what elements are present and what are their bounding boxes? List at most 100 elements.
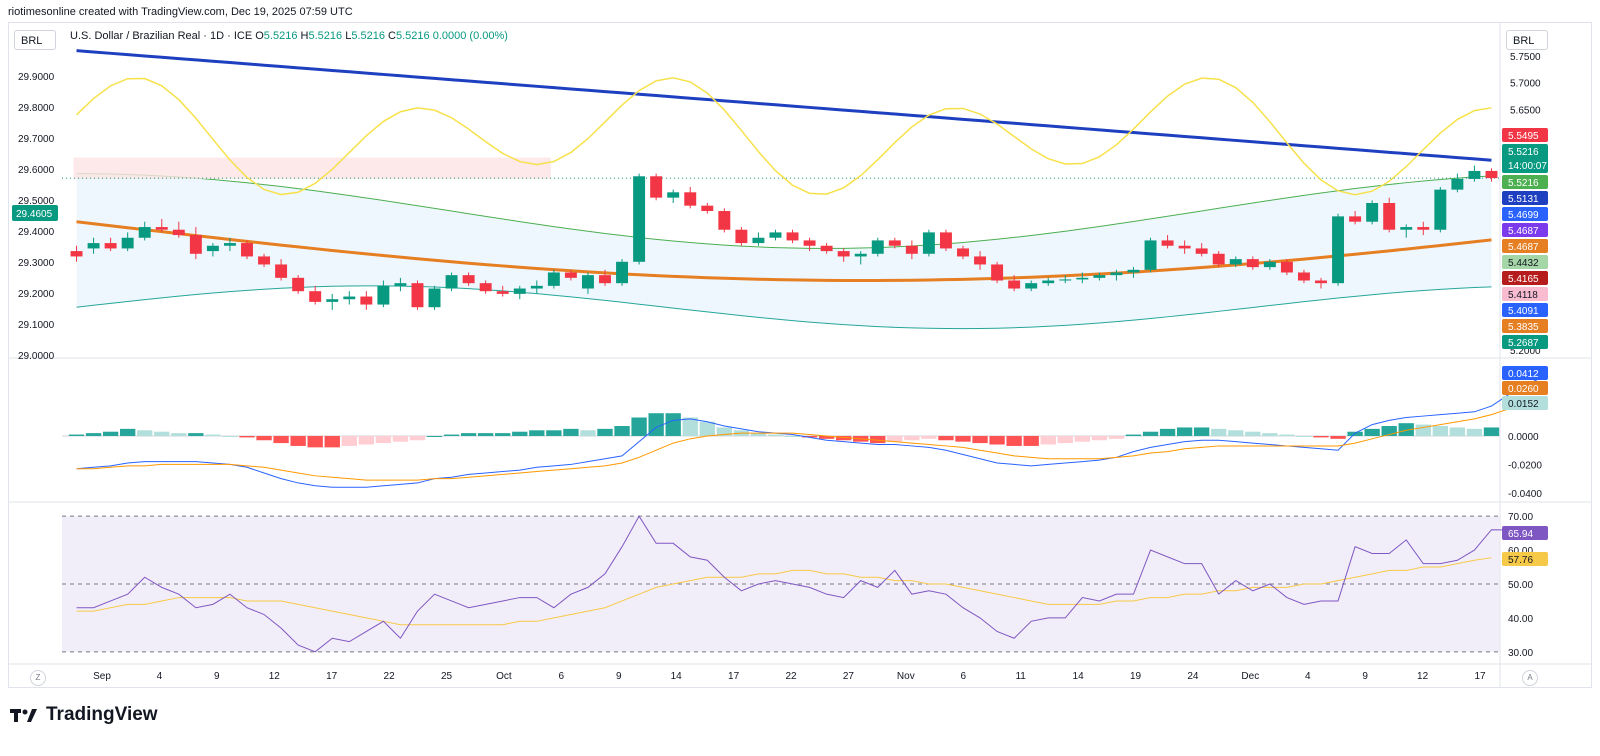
candle	[752, 237, 765, 244]
candle	[428, 288, 441, 308]
macd-histogram-bar	[358, 435, 375, 445]
macd-histogram-bar	[1125, 434, 1142, 436]
x-tick-label: 11	[1015, 671, 1026, 682]
macd-histogram-bar	[801, 435, 818, 438]
rsi-value-label: 65.94	[1508, 529, 1533, 540]
candle	[1229, 259, 1242, 265]
macd-histogram-bar	[631, 417, 647, 436]
y-left-tick-label: 29.9000	[18, 72, 55, 83]
macd-histogram-bar	[1040, 435, 1056, 445]
timezone-icon[interactable]: Z	[30, 670, 46, 686]
currency-left-button[interactable]: BRL	[14, 30, 56, 50]
candle	[223, 243, 236, 246]
macd-histogram-bar	[1108, 435, 1125, 439]
candle	[974, 256, 987, 265]
price-tag-countdown: 14:00:07	[1508, 161, 1547, 172]
candle	[343, 296, 356, 300]
candle	[1280, 261, 1293, 273]
rsi-value-tag	[1502, 526, 1548, 540]
candle	[1297, 272, 1310, 281]
macd-histogram-bar	[1193, 427, 1210, 436]
macd-histogram-bar	[307, 435, 323, 448]
candle	[888, 240, 901, 246]
candle	[564, 272, 577, 278]
price-tag	[1502, 223, 1548, 237]
macd-histogram-bar	[887, 435, 903, 442]
macd-histogram-bar	[426, 435, 443, 437]
macd-tick-label: -0.0200	[1508, 460, 1542, 471]
price-tag	[1502, 335, 1548, 349]
macd-histogram-bar	[1074, 435, 1091, 442]
candle	[155, 227, 168, 230]
x-tick-label: 9	[214, 671, 220, 682]
candle	[462, 275, 475, 284]
candle	[1127, 269, 1140, 273]
price-tag	[1502, 191, 1548, 205]
macd-histogram-bar	[239, 435, 255, 438]
rsi-ma-value-tag	[1502, 552, 1548, 566]
rsi-ma-line	[76, 557, 1492, 626]
candle	[633, 176, 646, 262]
macd-histogram-bar	[784, 435, 801, 437]
candle	[1076, 277, 1089, 280]
candle	[1246, 259, 1259, 268]
candle	[530, 285, 543, 289]
macd-histogram-bar	[222, 435, 238, 437]
price-tag-label: 5.5131	[1508, 194, 1539, 205]
x-tick-label: 12	[1417, 671, 1429, 682]
x-tick-label: 17	[326, 671, 338, 682]
price-tag-label: 5.3835	[1508, 322, 1539, 333]
x-tick-label: 14	[1073, 671, 1085, 682]
tradingview-brand-text: TradingView	[46, 704, 158, 725]
candle	[769, 232, 782, 238]
macd-signal-line	[76, 398, 1543, 481]
candle	[1434, 189, 1447, 230]
x-tick-label: 25	[441, 671, 453, 682]
y-left-tick-label: 29.5000	[18, 196, 55, 207]
macd-histogram-bar	[1483, 427, 1500, 436]
x-tick-label: 12	[269, 671, 281, 682]
candle	[1485, 170, 1498, 179]
low-value: 5.5216	[351, 30, 385, 42]
high-label: H	[300, 30, 309, 42]
macd-histogram-bar	[324, 435, 340, 448]
currency-right-button[interactable]: BRL	[1506, 30, 1548, 50]
price-tag-label: 5.4687	[1508, 242, 1539, 253]
macd-histogram-bar	[580, 430, 596, 436]
symbol-name[interactable]: U.S. Dollar / Brazilian Real · 1D · ICE	[70, 30, 253, 42]
macd-histogram-bar	[921, 435, 937, 439]
candle	[837, 251, 850, 257]
candle	[1059, 279, 1072, 281]
y-right-tick-label: 5.7000	[1510, 79, 1541, 90]
macd-histogram-bar	[119, 428, 136, 436]
price-chart[interactable]: 5.7500 5.7000 5.6500 5.2000 29.9000 29.8000 29…	[0, 0, 1600, 700]
candle	[1110, 272, 1123, 276]
macd-histogram-bar	[818, 435, 835, 439]
candle	[1025, 283, 1038, 289]
candle	[616, 261, 629, 284]
auto-scale-icon[interactable]: A	[1522, 670, 1538, 686]
y-right-tick-label: 5.6500	[1510, 105, 1541, 116]
macd-histogram-bar	[835, 435, 852, 441]
macd-histogram-bar	[205, 434, 221, 436]
created-by-text: riotimesonline created with TradingView.…	[8, 6, 353, 18]
close-label: C	[388, 30, 396, 42]
candle	[1417, 227, 1430, 230]
candle	[1349, 216, 1362, 222]
macd-histogram-bar	[443, 434, 460, 436]
x-tick-label: 17	[728, 671, 740, 682]
macd-histogram-bar	[1432, 426, 1449, 436]
x-tick-label: 4	[157, 671, 163, 682]
price-tag-label: 5.5216	[1508, 147, 1539, 158]
symbol-legend: U.S. Dollar / Brazilian Real · 1D · ICE …	[70, 30, 508, 42]
price-tag	[1502, 271, 1548, 285]
price-tag	[1502, 319, 1548, 333]
candle	[1195, 248, 1208, 254]
candle	[701, 205, 714, 212]
price-tag-label: 5.4165	[1508, 274, 1539, 285]
candle	[1383, 203, 1396, 230]
ichimoku-cloud-fill	[73, 157, 551, 179]
x-tick-label: 22	[384, 671, 396, 682]
candle	[957, 248, 969, 257]
candle	[172, 229, 185, 236]
